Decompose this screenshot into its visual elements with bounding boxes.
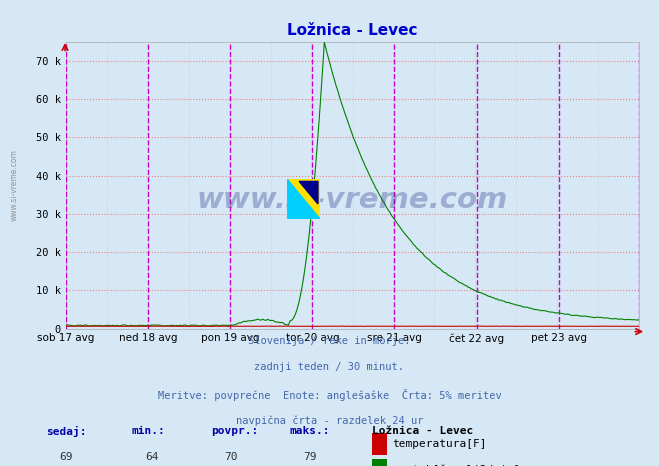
Polygon shape xyxy=(287,179,320,219)
Polygon shape xyxy=(287,179,320,219)
Text: zadnji teden / 30 minut.: zadnji teden / 30 minut. xyxy=(254,363,405,372)
Text: 64: 64 xyxy=(145,452,158,462)
Text: 79: 79 xyxy=(303,452,316,462)
Text: 69: 69 xyxy=(59,452,72,462)
Text: temperatura[F]: temperatura[F] xyxy=(392,439,486,449)
Text: 70: 70 xyxy=(224,452,237,462)
Text: maks.:: maks.: xyxy=(290,426,330,436)
Text: Meritve: povprečne  Enote: anglešaške  Črta: 5% meritev: Meritve: povprečne Enote: anglešaške Črt… xyxy=(158,389,501,401)
Text: www.si-vreme.com: www.si-vreme.com xyxy=(197,185,508,213)
Text: navpična črta - razdelek 24 ur: navpična črta - razdelek 24 ur xyxy=(236,416,423,426)
Text: Ložnica - Levec: Ložnica - Levec xyxy=(372,426,474,436)
Bar xyxy=(372,459,387,466)
Bar xyxy=(372,433,387,455)
Text: min.:: min.: xyxy=(132,426,165,436)
Text: pretok[čevelj3/min]: pretok[čevelj3/min] xyxy=(392,465,521,466)
Polygon shape xyxy=(299,181,318,204)
Text: sedaj:: sedaj: xyxy=(46,426,86,437)
Text: www.si-vreme.com: www.si-vreme.com xyxy=(10,149,19,221)
Text: Slovenija / reke in morje.: Slovenija / reke in morje. xyxy=(248,336,411,346)
Title: Ložnica - Levec: Ložnica - Levec xyxy=(287,23,418,38)
Text: povpr.:: povpr.: xyxy=(211,426,258,436)
